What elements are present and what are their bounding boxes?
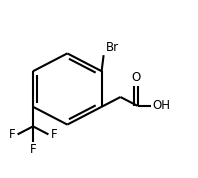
- Text: F: F: [30, 143, 36, 156]
- Text: OH: OH: [152, 99, 170, 112]
- Text: O: O: [131, 71, 141, 84]
- Text: Br: Br: [106, 41, 119, 54]
- Text: F: F: [9, 128, 16, 141]
- Text: F: F: [50, 128, 57, 141]
